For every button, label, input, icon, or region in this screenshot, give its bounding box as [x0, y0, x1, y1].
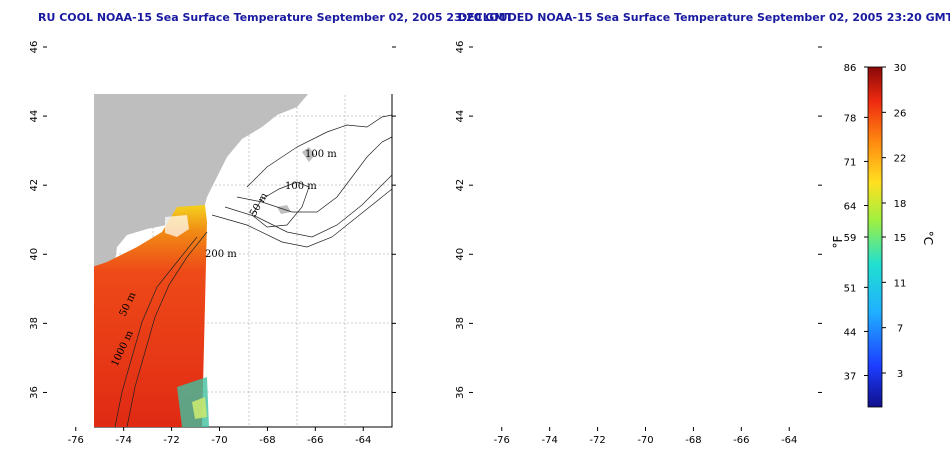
fahrenheit-tick-label: 44 — [844, 327, 857, 338]
right-lon-tick-label: -70 — [637, 435, 653, 446]
celsius-tick-label: 26 — [894, 108, 907, 119]
left-map-axes: -76 -74 -72 -70 -68 -66 -64 46 44 42 40 38 36 — [29, 41, 396, 446]
left-lon-tick-label: -74 — [115, 435, 131, 446]
right-lat-tick-label: 46 — [455, 41, 466, 54]
right-lat-tick-label: 40 — [455, 248, 466, 261]
celsius-tick-label: 3 — [897, 369, 903, 380]
colorbar-gradient — [867, 66, 883, 408]
left-sst-swath — [94, 205, 207, 427]
temperature-colorbar: 86 78 71 64 59 51 44 37 30 26 22 18 15 11 7 3 °F °C — [831, 63, 935, 408]
left-lat-tick-label: 42 — [29, 179, 40, 192]
left-lon-tick-label: -70 — [211, 435, 227, 446]
right-sst-swath — [473, 207, 629, 427]
fahrenheit-tick-label: 86 — [844, 63, 857, 74]
right-contour-label-2: 100 m — [711, 181, 743, 192]
right-lon-tick-label: -76 — [494, 435, 510, 446]
left-map-title: RU COOL NOAA-15 Sea Surface Temperature … — [38, 11, 513, 24]
left-lon-tick-label: -76 — [68, 435, 84, 446]
left-lon-tick-label: -66 — [307, 435, 323, 446]
right-contour-label-6: 1000 m — [536, 329, 562, 369]
celsius-tick-label: 15 — [894, 233, 907, 244]
celsius-tick-label: 22 — [894, 154, 907, 165]
right-contour-label-4: 200 m — [631, 249, 663, 260]
fahrenheit-unit-label: °F — [831, 235, 845, 248]
left-lat-tick-label: 38 — [29, 317, 40, 330]
fahrenheit-tick-label: 78 — [844, 113, 857, 124]
right-lat-tick-label: 38 — [455, 317, 466, 330]
fahrenheit-tick-label: 64 — [844, 202, 857, 213]
left-contour-label-2: 100 m — [285, 181, 317, 192]
left-lat-tick-label: 36 — [29, 386, 40, 399]
left-contour-label-4: 200 m — [205, 249, 237, 260]
right-contour-label-5: 50 m — [544, 290, 565, 318]
left-lat-tick-label: 44 — [29, 110, 40, 123]
right-lon-tick-label: -74 — [541, 435, 557, 446]
left-lon-tick-label: -64 — [355, 435, 371, 446]
right-lon-tick-label: -68 — [685, 435, 701, 446]
right-contour-label-3: 50 m — [674, 191, 696, 219]
right-lat-tick-label: 42 — [455, 179, 466, 192]
celsius-tick-label: 7 — [897, 324, 903, 335]
right-map-title: DECLOUDED NOAA-15 Sea Surface Temperatur… — [458, 11, 950, 24]
right-lon-tick-label: -64 — [781, 435, 797, 446]
fahrenheit-tick-label: 51 — [844, 283, 857, 294]
left-contour-label-1: 100 m — [305, 149, 337, 160]
right-map-axes: -76 -74 -72 -70 -68 -66 -64 46 44 42 40 38 36 — [455, 41, 822, 446]
right-lon-tick-label: -72 — [589, 435, 605, 446]
celsius-unit-label: °C — [921, 231, 935, 245]
left-lon-tick-label: -72 — [163, 435, 179, 446]
left-lon-tick-label: -68 — [259, 435, 275, 446]
fahrenheit-tick-label: 71 — [844, 157, 857, 168]
celsius-tick-label: 18 — [894, 199, 907, 210]
right-lon-tick-label: -66 — [733, 435, 749, 446]
right-sst-map: 100 m 100 m 50 m 200 m 50 m 1000 m -76 -7… — [455, 41, 822, 446]
celsius-tick-label: 11 — [894, 278, 907, 289]
right-contour-label-1: 100 m — [731, 149, 763, 160]
fahrenheit-tick-label: 59 — [844, 233, 857, 244]
left-lat-tick-label: 46 — [29, 41, 40, 54]
left-lat-tick-label: 40 — [29, 248, 40, 261]
left-sst-map: 100 m 100 m 50 m 200 m 50 m 1000 m -76 -7… — [29, 41, 396, 446]
right-lat-tick-label: 44 — [455, 110, 466, 123]
fahrenheit-tick-label: 37 — [844, 372, 857, 383]
celsius-tick-label: 30 — [894, 63, 907, 74]
right-lat-tick-label: 36 — [455, 386, 466, 399]
